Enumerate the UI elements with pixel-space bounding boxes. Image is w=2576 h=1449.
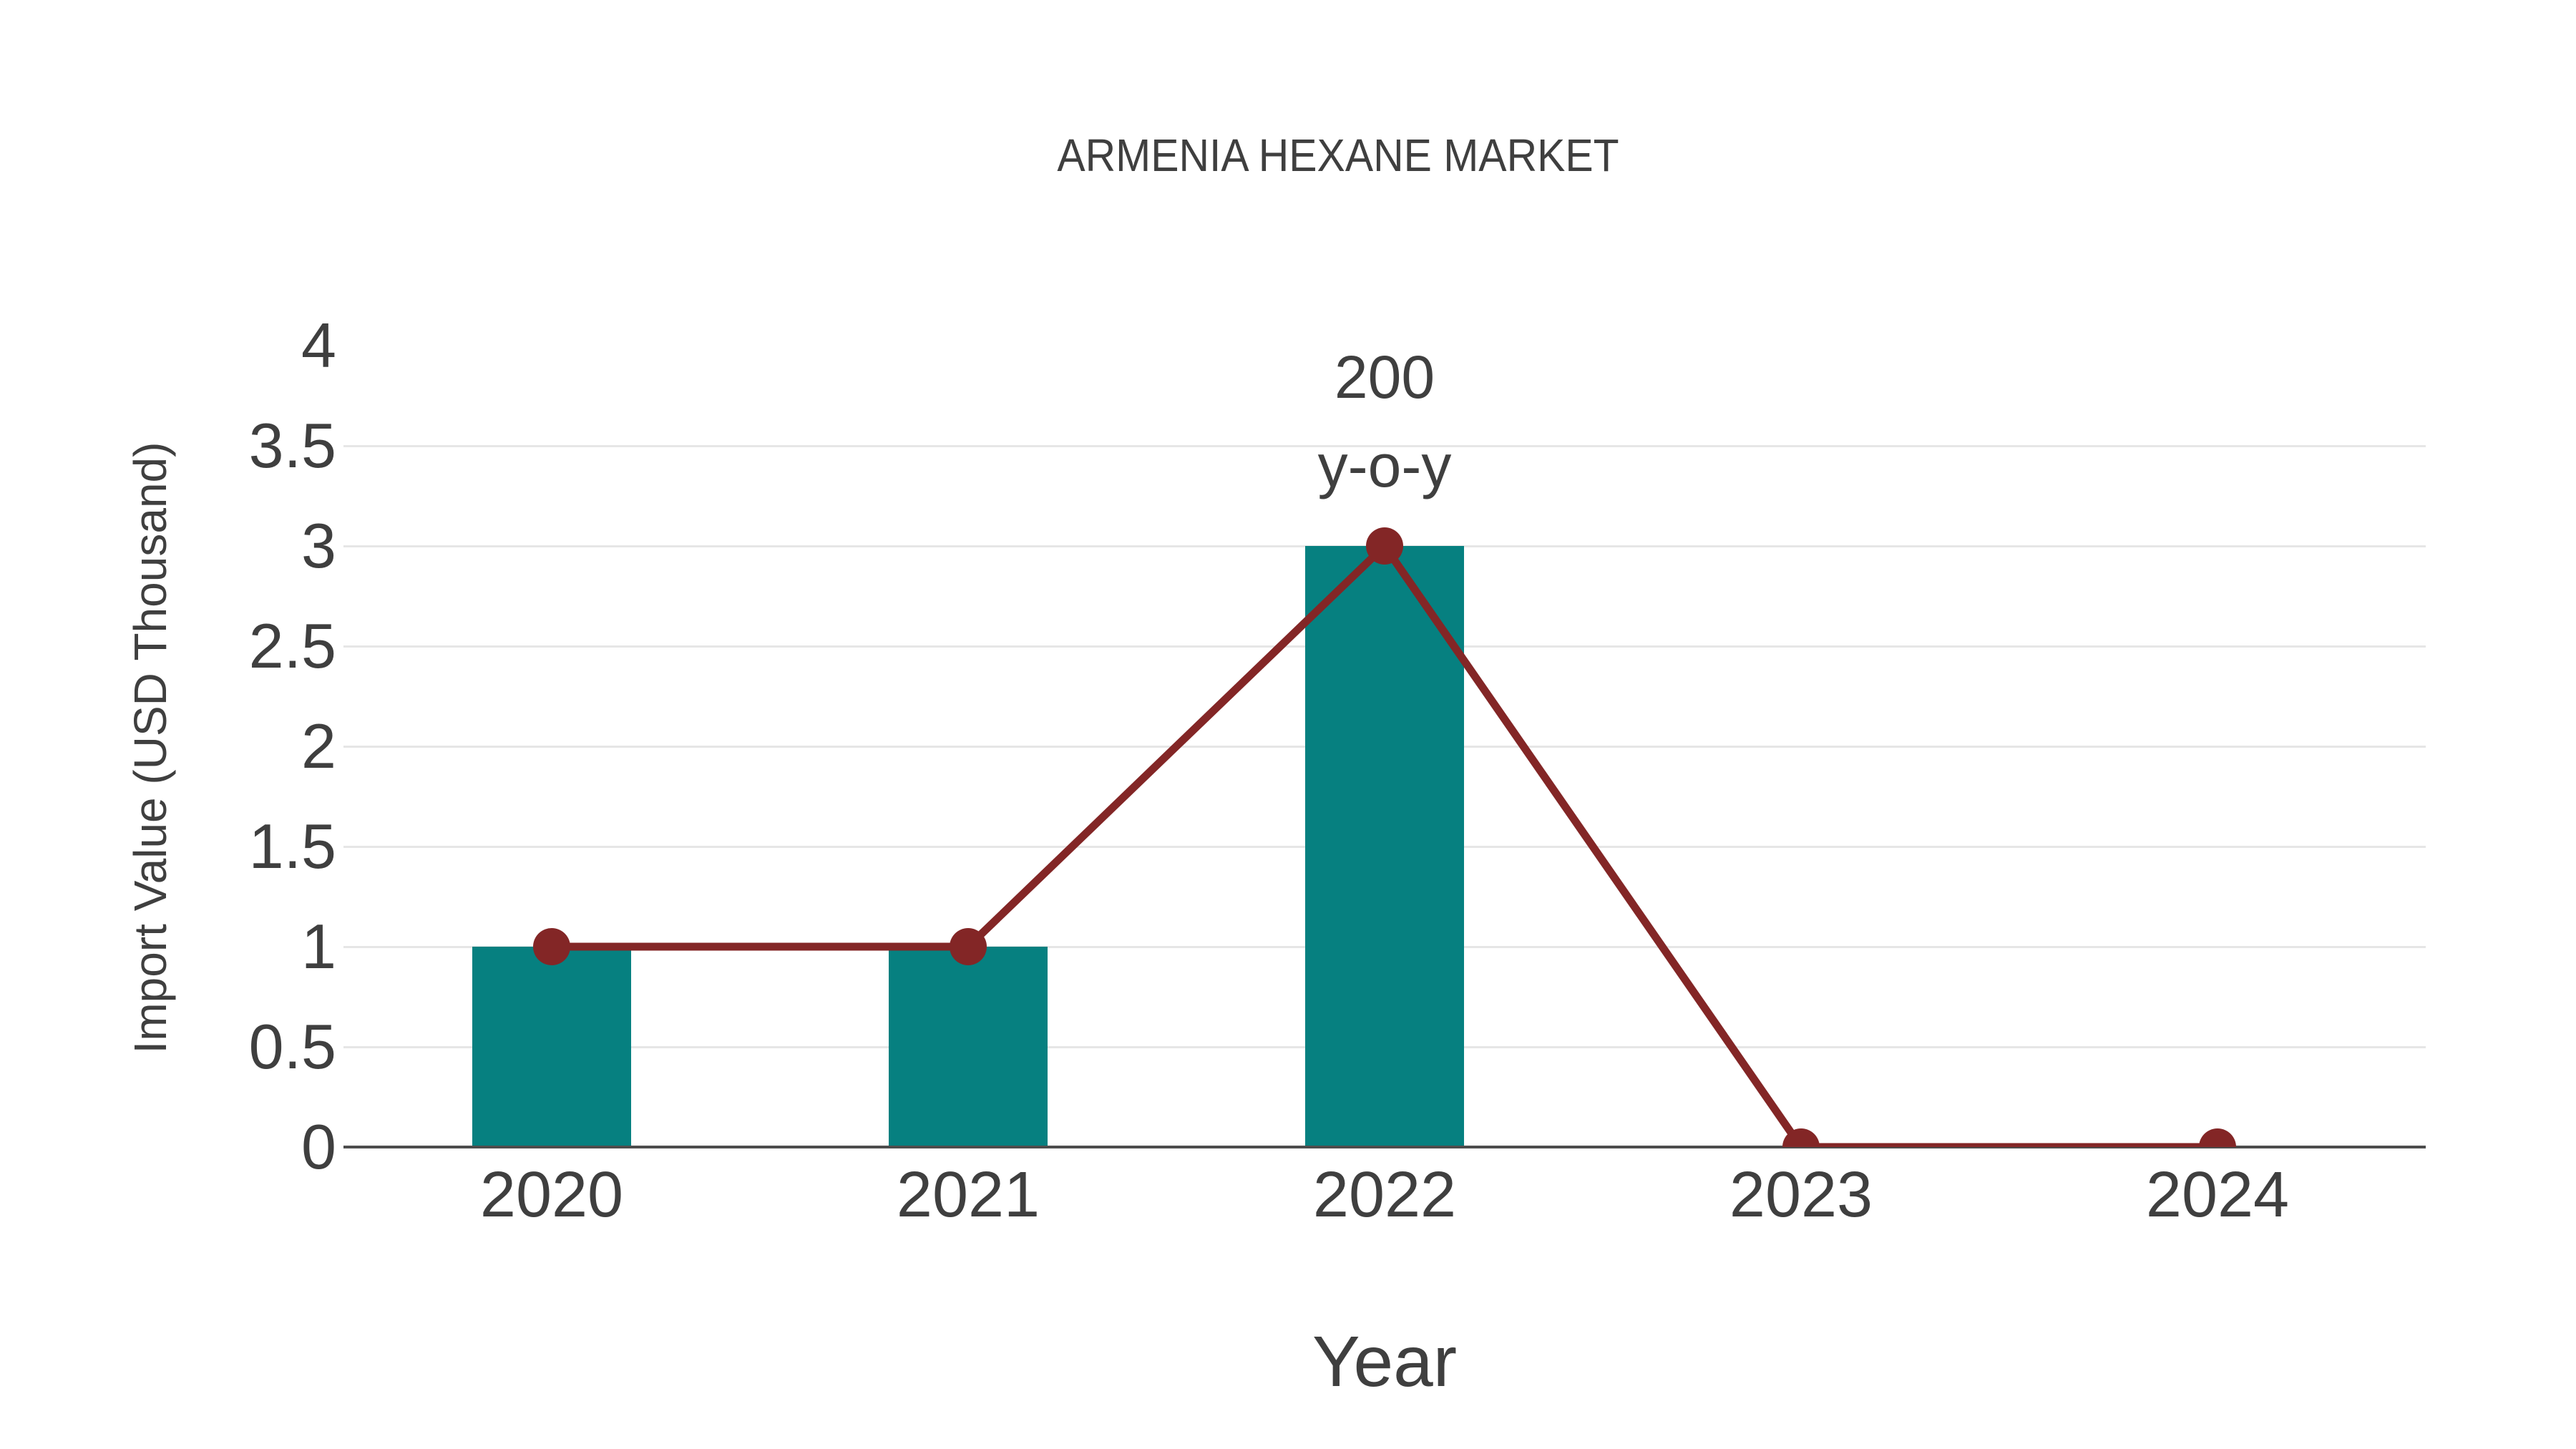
bar-2021 [889, 947, 1048, 1147]
y-tick-label-3.5: 3.5 [248, 410, 336, 481]
y-tick-label-2.5: 2.5 [248, 610, 336, 681]
bar-2022 [1305, 546, 1464, 1147]
y-tick-label-1.5: 1.5 [248, 811, 336, 882]
plot-area [343, 346, 2426, 1148]
data-point-2024 [2199, 1128, 2236, 1147]
point-annotation: 200 y-o-y [1176, 333, 1593, 510]
trend-line-path [552, 540, 2218, 1147]
x-tick-label-2020: 2020 [479, 1159, 624, 1231]
chart-title: ARMENIA HEXANE MARKET [1057, 130, 1619, 181]
annotation-label: y-o-y [1317, 432, 1452, 499]
x-axis-title: Year [1312, 1322, 1458, 1402]
y-tick-label-4: 4 [301, 310, 336, 381]
annotation-value: 200 [1334, 343, 1435, 411]
x-tick-label-2022: 2022 [1312, 1159, 1457, 1231]
y-tick-label-2: 2 [301, 711, 336, 781]
x-tick-label-2024: 2024 [2145, 1159, 2290, 1231]
data-point-2020 [533, 928, 570, 965]
data-point-2021 [950, 928, 987, 965]
y-tick-label-0: 0 [301, 1111, 336, 1182]
x-tick-label-2021: 2021 [896, 1159, 1040, 1231]
y-tick-label-3: 3 [301, 510, 336, 581]
y-tick-label-1: 1 [301, 911, 336, 982]
bar-2020 [472, 947, 631, 1147]
gridline-3.5 [343, 444, 2426, 447]
data-point-2023 [1782, 1128, 1820, 1147]
data-point-2022 [1366, 527, 1403, 565]
x-tick-label-2023: 2023 [1729, 1159, 1873, 1231]
x-axis-line [343, 1146, 2426, 1148]
trend-line-series [533, 527, 2236, 1147]
y-tick-label-0.5: 0.5 [248, 1011, 336, 1082]
